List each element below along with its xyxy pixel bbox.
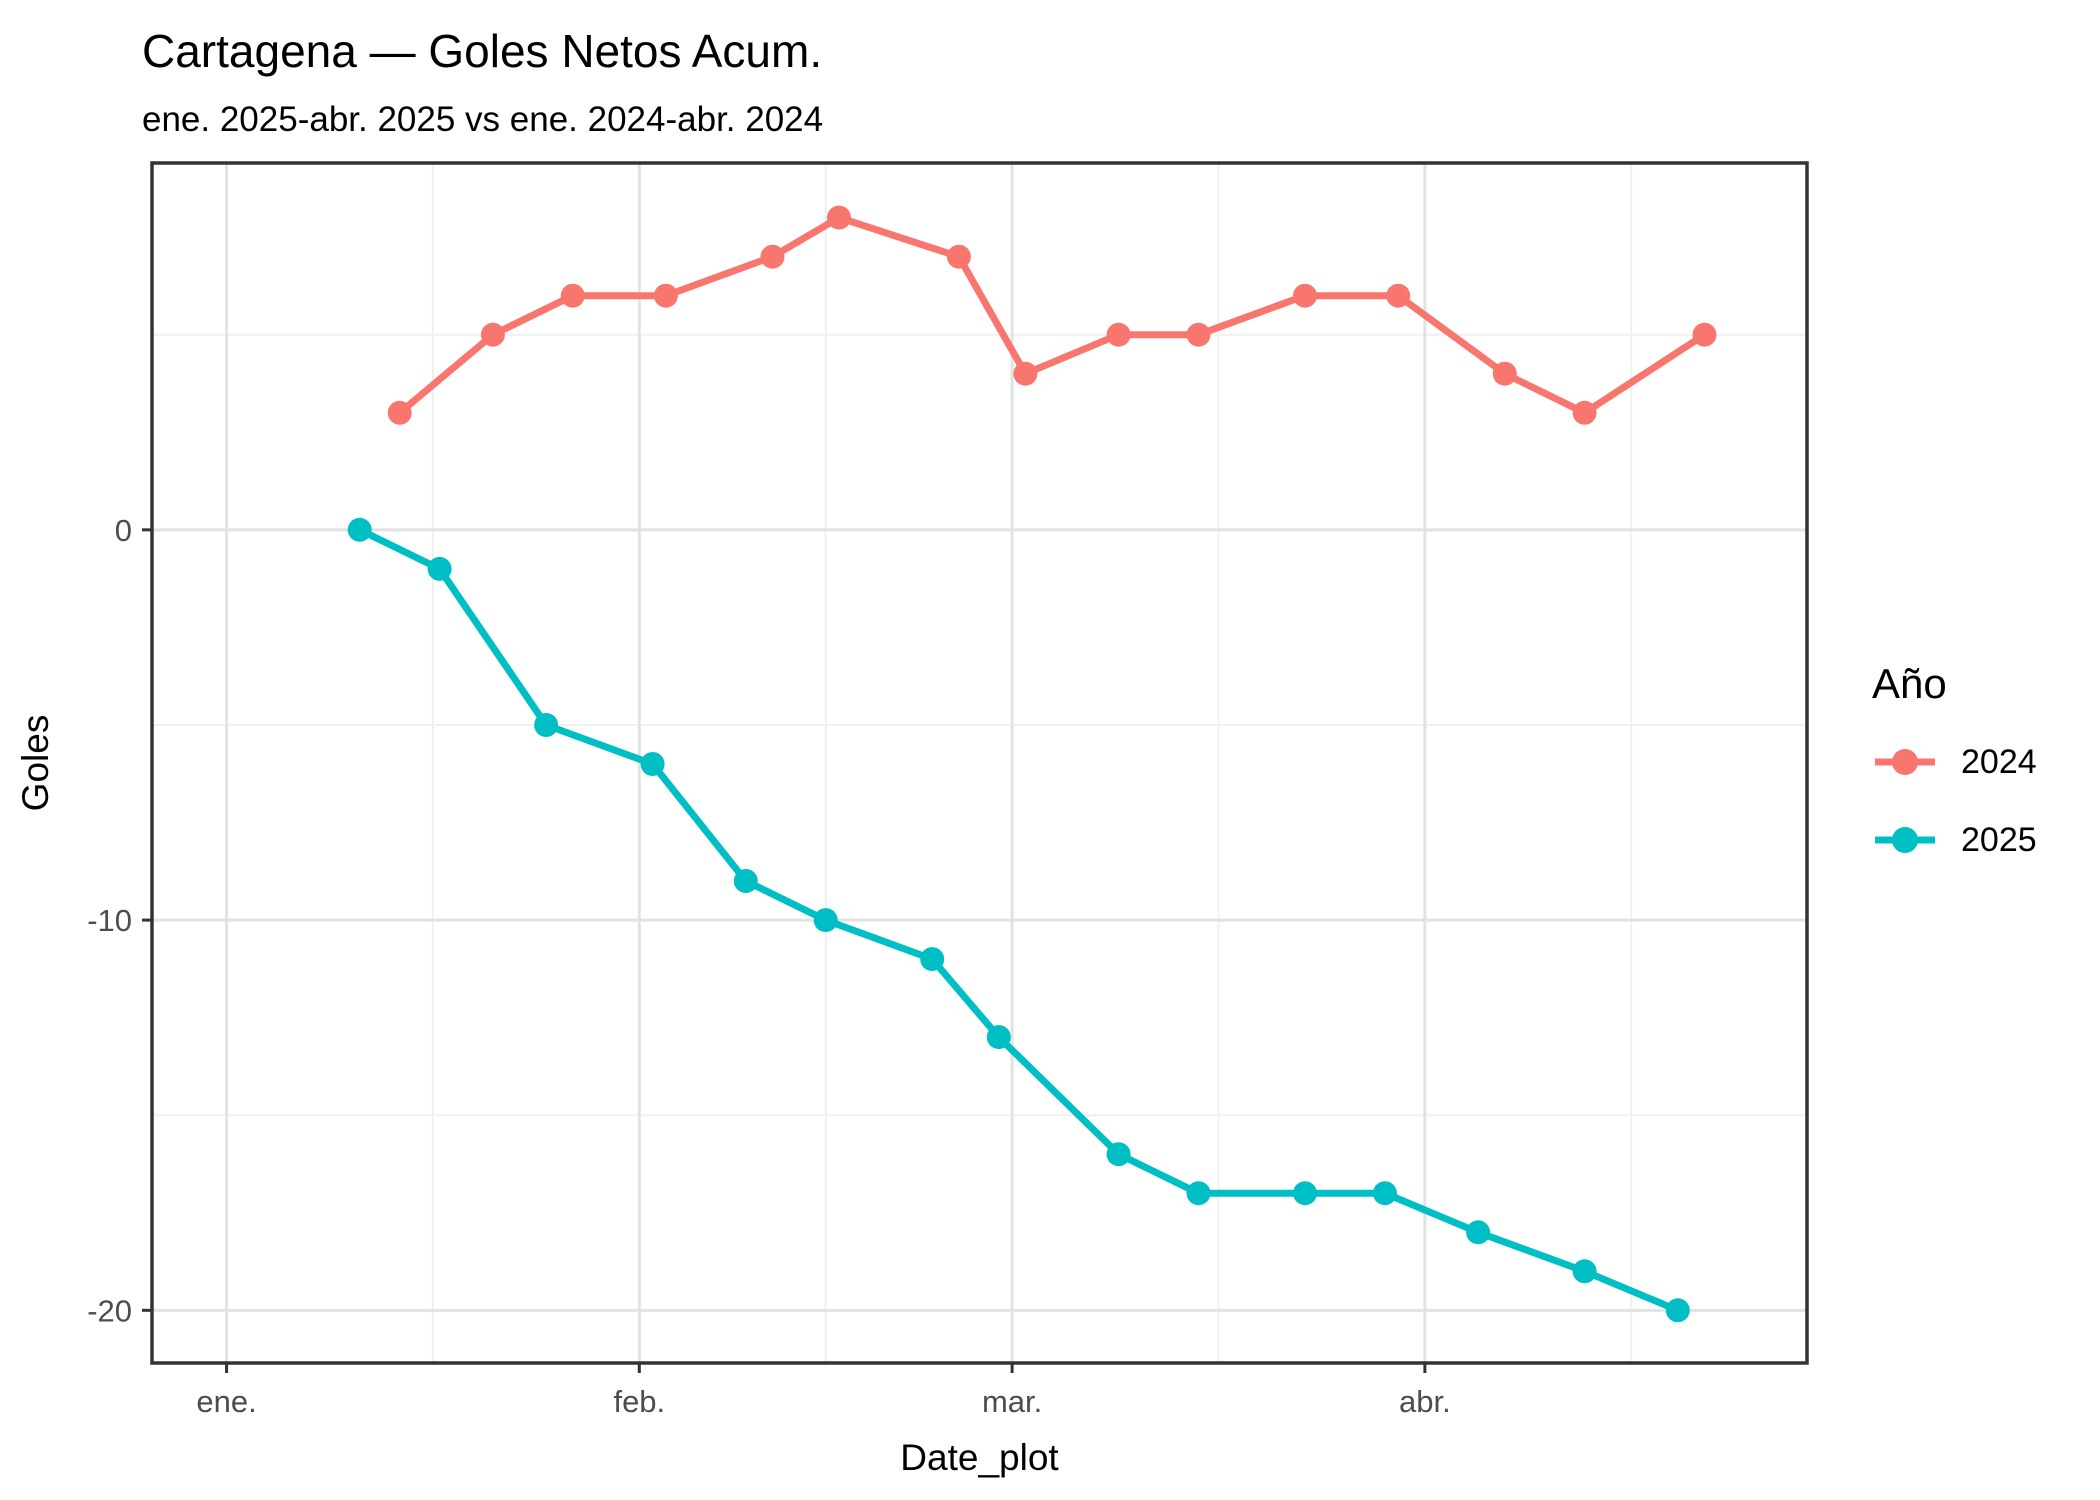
data-point-2024 bbox=[480, 322, 505, 347]
data-point-2025 bbox=[347, 517, 372, 542]
data-point-2024 bbox=[653, 283, 678, 308]
data-point-2025 bbox=[1572, 1259, 1597, 1284]
data-point-2025 bbox=[813, 908, 838, 933]
data-point-2024 bbox=[1492, 361, 1517, 386]
legend-item-2025: 2025 bbox=[1872, 820, 2037, 860]
data-point-2024 bbox=[1572, 400, 1597, 425]
data-point-2025 bbox=[733, 869, 758, 893]
panel-border bbox=[150, 161, 1809, 1365]
x-axis-title: Date_plot bbox=[900, 1437, 1059, 1478]
data-point-2024 bbox=[1106, 322, 1131, 347]
y-axis-title: Goles bbox=[15, 714, 56, 812]
legend-label-2025: 2025 bbox=[1961, 820, 2037, 859]
data-point-2025 bbox=[1186, 1181, 1211, 1206]
y-tick-label: -20 bbox=[87, 1293, 132, 1328]
panel-background bbox=[152, 163, 1807, 1363]
data-point-2025 bbox=[1293, 1181, 1317, 1206]
legend-key-2025-icon bbox=[1875, 827, 1935, 853]
legend-key-2024-icon bbox=[1875, 749, 1935, 775]
legend-item-2024: 2024 bbox=[1872, 742, 2037, 782]
y-tick-label: 0 bbox=[115, 513, 132, 548]
data-point-2024 bbox=[1386, 283, 1411, 308]
data-point-2024 bbox=[1692, 322, 1717, 347]
legend-label-2024: 2024 bbox=[1961, 742, 2037, 781]
data-point-2025 bbox=[640, 752, 665, 776]
data-point-2025 bbox=[1106, 1142, 1131, 1167]
data-point-2024 bbox=[946, 244, 971, 269]
data-point-2024 bbox=[387, 400, 412, 425]
data-point-2025 bbox=[986, 1025, 1011, 1050]
x-tick-label: abr. bbox=[1399, 1384, 1451, 1419]
data-point-2024 bbox=[560, 283, 585, 308]
data-point-2025 bbox=[534, 713, 559, 737]
x-tick-label: mar. bbox=[982, 1384, 1042, 1419]
data-point-2024 bbox=[760, 244, 785, 269]
data-point-2024 bbox=[1013, 361, 1038, 386]
data-point-2025 bbox=[1372, 1181, 1397, 1206]
x-tick-label: feb. bbox=[613, 1384, 665, 1419]
y-tick-label: -10 bbox=[87, 903, 132, 938]
data-point-2025 bbox=[920, 947, 945, 972]
data-point-2025 bbox=[1665, 1298, 1690, 1323]
page-title: Cartagena — Goles Netos Acum. bbox=[142, 25, 823, 77]
legend: Año 2024 2025 bbox=[1872, 660, 2037, 898]
data-point-2024 bbox=[1186, 322, 1211, 347]
data-point-2024 bbox=[827, 205, 851, 230]
data-point-2024 bbox=[1293, 283, 1317, 308]
legend-title: Año bbox=[1872, 660, 1947, 707]
data-point-2025 bbox=[427, 556, 452, 581]
x-tick-label: ene. bbox=[196, 1384, 256, 1419]
plot-subtitle: ene. 2025-abr. 2025 vs ene. 2024-abr. 20… bbox=[142, 100, 824, 139]
data-point-2025 bbox=[1466, 1220, 1491, 1245]
